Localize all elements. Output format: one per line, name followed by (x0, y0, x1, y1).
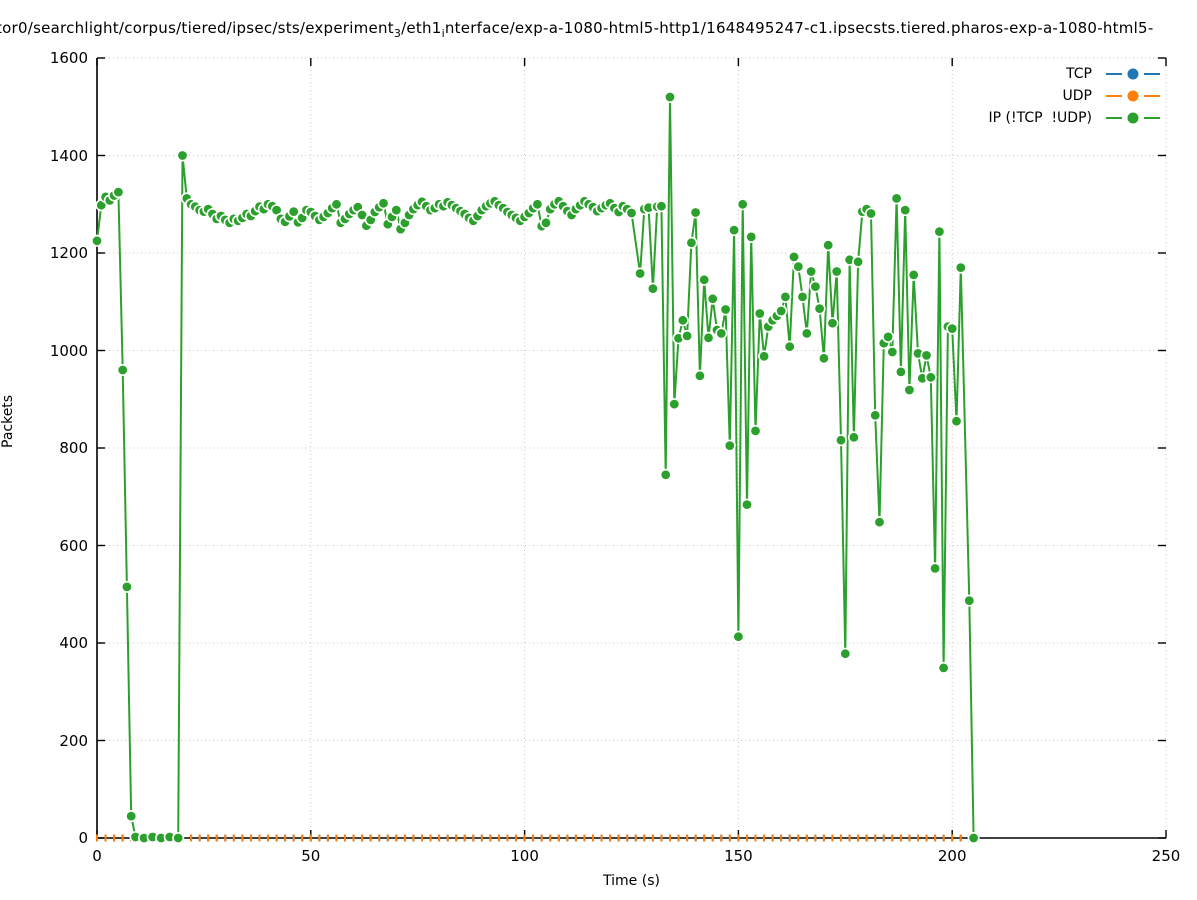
x-tick-label: 0 (92, 847, 102, 865)
y-tick-label: 1600 (49, 49, 88, 67)
y-tick-label: 1400 (49, 146, 88, 165)
y-tick-label: 0 (78, 829, 88, 847)
y-tick-label: 800 (59, 439, 88, 457)
y-tick-label: 400 (59, 634, 88, 652)
x-tick-label: 200 (937, 847, 967, 865)
x-axis-title: Time (s) (603, 873, 660, 889)
legend-label-ip: IP (!TCP !UDP) (988, 109, 1093, 126)
chart-title: tor0/searchlight/corpus/tiered/ipsec/sts… (0, 17, 1197, 41)
grid-lines (97, 57, 1167, 838)
y-tick-label: 1000 (49, 341, 88, 360)
legend-entry-tcp: TCP (989, 64, 1160, 83)
y-tick-label: 600 (59, 536, 88, 555)
chart-title-text: tor0/searchlight/corpus/tiered/ipsec/sts… (0, 19, 1154, 40)
legend-sample-tcp-line-icon (1106, 68, 1160, 80)
legend-entry-ip: IP (!TCP !UDP) (988, 108, 1160, 127)
ip-series (91, 91, 980, 844)
x-tick-label: 250 (1151, 847, 1181, 865)
legend-sample-ip-line-icon (1106, 112, 1160, 124)
y-tick-label: 1200 (49, 244, 88, 262)
legend-sample-udp-line-icon (1106, 90, 1160, 102)
x-tick-label: 100 (510, 847, 539, 865)
legend-entry-udp: UDP (989, 86, 1160, 105)
legend: TCP UDP IP (!TCP !UDP) (988, 64, 1160, 127)
x-tick-label: 150 (724, 847, 753, 865)
y-tick-label: 200 (59, 731, 88, 750)
legend-label-tcp: TCP (1066, 65, 1092, 82)
x-tick-label: 50 (301, 847, 321, 865)
legend-label-udp: UDP (1062, 87, 1092, 104)
tick-marks (96, 57, 1167, 839)
